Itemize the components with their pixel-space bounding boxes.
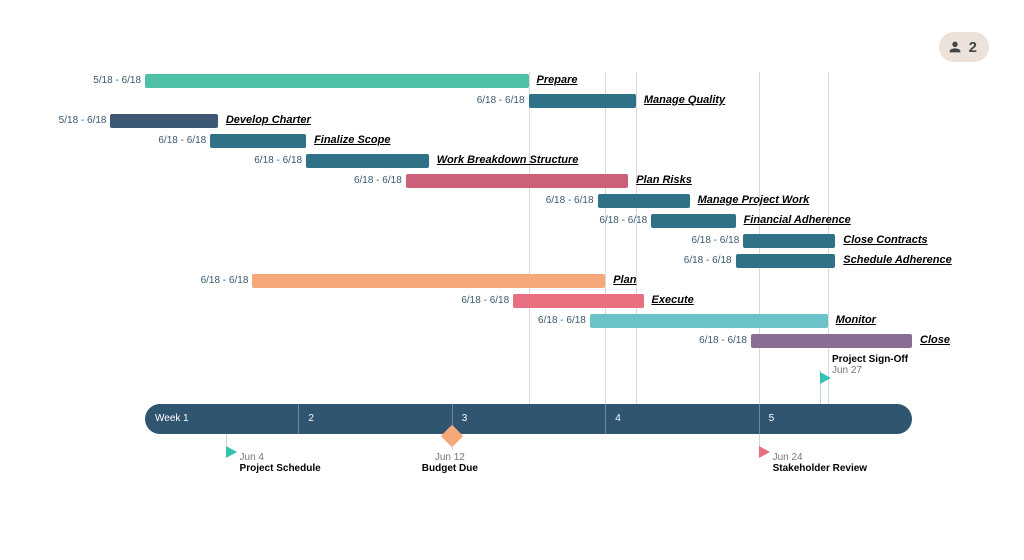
gantt-row: 6/18 - 6/18 Execute bbox=[0, 292, 1024, 310]
task-bar[interactable] bbox=[598, 194, 690, 208]
milestone-name: Budget Due bbox=[422, 463, 478, 474]
milestone-flag[interactable] bbox=[226, 446, 237, 458]
task-bar[interactable] bbox=[210, 134, 306, 148]
axis-label: Week 1 bbox=[155, 413, 189, 424]
task-dates: 6/18 - 6/18 bbox=[190, 275, 248, 286]
task-dates: 6/18 - 6/18 bbox=[451, 295, 509, 306]
milestone-name: Project Schedule bbox=[240, 463, 321, 474]
task-dates: 6/18 - 6/18 bbox=[467, 95, 525, 106]
user-count: 2 bbox=[969, 39, 977, 56]
gantt-row: 5/18 - 6/18 Prepare bbox=[0, 72, 1024, 90]
milestone-date: Jun 4 bbox=[240, 452, 321, 463]
task-bar[interactable] bbox=[743, 234, 835, 248]
task-label: Plan bbox=[613, 274, 636, 286]
task-dates: 5/18 - 6/18 bbox=[83, 75, 141, 86]
milestone-flag[interactable] bbox=[820, 372, 831, 384]
task-label: Schedule Adherence bbox=[843, 254, 951, 266]
task-label: Finalize Scope bbox=[314, 134, 390, 146]
task-dates: 6/18 - 6/18 bbox=[344, 175, 402, 186]
task-bar[interactable] bbox=[736, 254, 836, 268]
task-bar[interactable] bbox=[306, 154, 429, 168]
person-icon bbox=[947, 39, 963, 55]
task-bar[interactable] bbox=[252, 274, 605, 288]
milestone-label: Jun 24Stakeholder Review bbox=[773, 452, 867, 474]
task-label: Close bbox=[920, 334, 950, 346]
task-dates: 6/18 - 6/18 bbox=[536, 195, 594, 206]
task-bar[interactable] bbox=[590, 314, 828, 328]
task-dates: 6/18 - 6/18 bbox=[148, 135, 206, 146]
axis-label: 4 bbox=[615, 413, 621, 424]
gantt-row: 6/18 - 6/18 Close Contracts bbox=[0, 232, 1024, 250]
task-dates: 6/18 - 6/18 bbox=[674, 255, 732, 266]
axis-label: 3 bbox=[462, 413, 468, 424]
task-dates: 6/18 - 6/18 bbox=[244, 155, 302, 166]
gantt-row: 6/18 - 6/18 Manage Quality bbox=[0, 92, 1024, 110]
timeline-axis: Week 1 2 3 4 5 bbox=[145, 404, 912, 434]
axis-label: 5 bbox=[769, 413, 775, 424]
task-dates: 6/18 - 6/18 bbox=[589, 215, 647, 226]
milestone-date: Jun 27 bbox=[832, 365, 908, 376]
task-dates: 6/18 - 6/18 bbox=[681, 235, 739, 246]
task-bar[interactable] bbox=[529, 94, 636, 108]
gantt-row: 6/18 - 6/18 Work Breakdown Structure bbox=[0, 152, 1024, 170]
task-label: Execute bbox=[652, 294, 694, 306]
gantt-row: 6/18 - 6/18 Plan bbox=[0, 272, 1024, 290]
task-label: Develop Charter bbox=[226, 114, 311, 126]
gantt-row: 6/18 - 6/18 Financial Adherence bbox=[0, 212, 1024, 230]
gantt-row: 6/18 - 6/18 Schedule Adherence bbox=[0, 252, 1024, 270]
axis-tick bbox=[605, 404, 606, 434]
task-label: Prepare bbox=[537, 74, 578, 86]
gantt-row: 6/18 - 6/18 Manage Project Work bbox=[0, 192, 1024, 210]
task-dates: 6/18 - 6/18 bbox=[528, 315, 586, 326]
milestone-label: Project Sign-OffJun 27 bbox=[832, 354, 908, 376]
milestone-date: Jun 12 bbox=[422, 452, 478, 463]
task-dates: 6/18 - 6/18 bbox=[689, 335, 747, 346]
task-bar[interactable] bbox=[751, 334, 912, 348]
axis-label: 2 bbox=[308, 413, 314, 424]
task-bar[interactable] bbox=[651, 214, 735, 228]
axis-tick bbox=[298, 404, 299, 434]
task-label: Work Breakdown Structure bbox=[437, 154, 579, 166]
task-bar[interactable] bbox=[145, 74, 529, 88]
milestone-name: Stakeholder Review bbox=[773, 463, 867, 474]
task-label: Manage Quality bbox=[644, 94, 725, 106]
gantt-row: 6/18 - 6/18 Finalize Scope bbox=[0, 132, 1024, 150]
gantt-row: 6/18 - 6/18 Plan Risks bbox=[0, 172, 1024, 190]
user-count-badge[interactable]: 2 bbox=[939, 32, 989, 62]
gantt-chart: 2 5/18 - 6/18 Prepare 6/18 - 6/18 Manage Qua… bbox=[0, 0, 1024, 560]
task-bar[interactable] bbox=[513, 294, 643, 308]
task-label: Monitor bbox=[836, 314, 876, 326]
task-dates: 5/18 - 6/18 bbox=[48, 115, 106, 126]
task-label: Manage Project Work bbox=[698, 194, 810, 206]
gantt-row: 6/18 - 6/18 Monitor bbox=[0, 312, 1024, 330]
task-label: Plan Risks bbox=[636, 174, 692, 186]
milestone-name: Project Sign-Off bbox=[832, 354, 908, 365]
milestone-label: Jun 4Project Schedule bbox=[240, 452, 321, 474]
milestone-flag[interactable] bbox=[759, 446, 770, 458]
axis-tick bbox=[759, 404, 760, 434]
gantt-row: 5/18 - 6/18 Develop Charter bbox=[0, 112, 1024, 130]
milestone-diamond[interactable] bbox=[444, 428, 460, 444]
milestone-date: Jun 24 bbox=[773, 452, 867, 463]
task-label: Close Contracts bbox=[843, 234, 927, 246]
task-bar[interactable] bbox=[406, 174, 628, 188]
gantt-row: 6/18 - 6/18 Close bbox=[0, 332, 1024, 350]
task-bar[interactable] bbox=[110, 114, 217, 128]
milestone-label: Jun 12Budget Due bbox=[422, 452, 478, 474]
task-label: Financial Adherence bbox=[744, 214, 851, 226]
